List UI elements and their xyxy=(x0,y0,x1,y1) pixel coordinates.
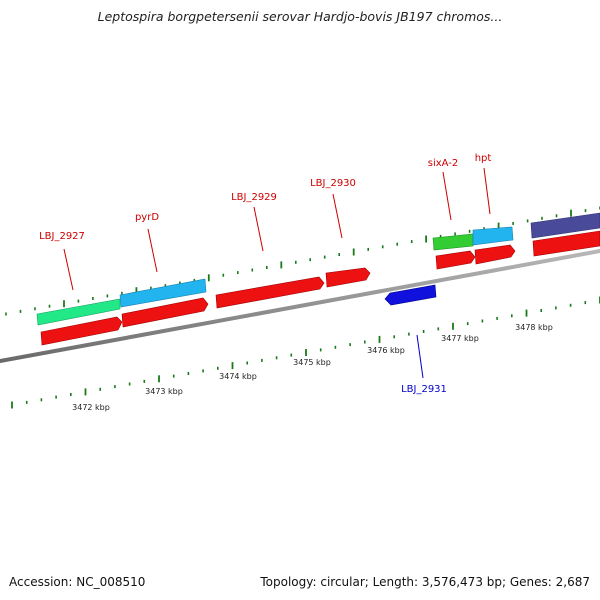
gene-label-hpt[interactable]: hpt xyxy=(475,153,492,164)
cds-arrow-partial[interactable] xyxy=(532,230,600,257)
feature-track xyxy=(36,212,600,326)
chromosome-backbone xyxy=(0,249,600,363)
kbp-label: 3475 kbp xyxy=(293,358,331,367)
tick-track-lower xyxy=(11,296,600,409)
gene-label-lbj-2927[interactable]: LBJ_2927 xyxy=(39,231,85,242)
kbp-label: 3473 kbp xyxy=(145,387,183,396)
leader-lbj-2927 xyxy=(63,248,74,291)
feature-bar-cyan[interactable] xyxy=(119,278,207,308)
gene-label-pyrd[interactable]: pyrD xyxy=(135,212,159,223)
scale-labels: 3472 kbp 3473 kbp 3474 kbp 3475 kbp 3476… xyxy=(72,323,553,412)
topology-summary: Topology: circular; Length: 3,576,473 bp… xyxy=(260,575,590,589)
map-title: Leptospira borgpetersenii serovar Hardjo… xyxy=(97,9,503,24)
gene-label-lbj-2930[interactable]: LBJ_2930 xyxy=(310,178,356,189)
feature-bar-cyan-2[interactable] xyxy=(472,226,514,246)
kbp-label: 3477 kbp xyxy=(441,334,479,343)
leader-sixa-2 xyxy=(442,171,452,221)
kbp-label: 3474 kbp xyxy=(219,372,257,381)
leader-pyrd xyxy=(147,228,158,273)
gene-label-lbj-2929[interactable]: LBJ_2929 xyxy=(231,192,277,203)
cds-arrow-lbj-2929[interactable] xyxy=(215,276,325,309)
feature-bar-lime[interactable] xyxy=(432,233,474,251)
tick-track-upper xyxy=(5,206,600,316)
kbp-label: 3472 kbp xyxy=(72,403,110,412)
leader-hpt xyxy=(483,167,491,215)
leader-lbj-2931 xyxy=(416,334,424,379)
gene-labels: LBJ_2927 pyrD LBJ_2929 LBJ_2930 sixA-2 h… xyxy=(39,153,491,395)
feature-bar-purple[interactable] xyxy=(530,212,600,239)
cds-arrow-pyrd[interactable] xyxy=(121,297,209,328)
kbp-label: 3476 kbp xyxy=(367,346,405,355)
cds-arrow-sixa-2[interactable] xyxy=(435,250,476,270)
kbp-label: 3478 kbp xyxy=(515,323,553,332)
forward-cds-track xyxy=(40,230,600,346)
accession-text: Accession: NC_008510 xyxy=(9,575,146,589)
feature-bar-green[interactable] xyxy=(36,298,121,326)
label-leaders xyxy=(63,167,491,379)
cds-arrow-lbj-2930[interactable] xyxy=(325,267,371,288)
cds-arrow-lbj-2927[interactable] xyxy=(40,316,123,346)
leader-lbj-2929 xyxy=(253,206,264,252)
gene-label-lbj-2931[interactable]: LBJ_2931 xyxy=(401,384,447,395)
cds-arrow-hpt[interactable] xyxy=(474,244,516,265)
cds-arrow-lbj-2931[interactable] xyxy=(384,284,437,306)
gene-label-sixa-2[interactable]: sixA-2 xyxy=(428,158,459,169)
leader-lbj-2930 xyxy=(332,193,343,239)
